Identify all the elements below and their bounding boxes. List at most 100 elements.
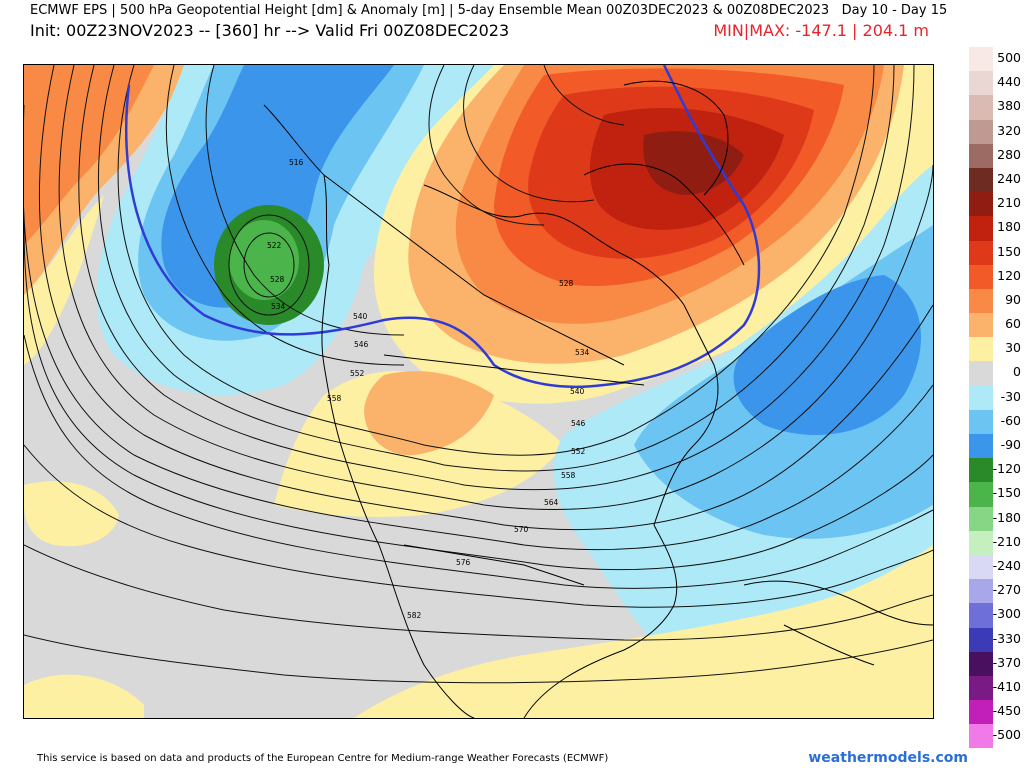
legend-swatch xyxy=(969,313,993,338)
positive-anomaly-pacific xyxy=(24,65,184,365)
legend-swatch xyxy=(969,530,993,555)
legend-label: 500 xyxy=(997,50,1021,65)
legend-label: 30 xyxy=(1005,340,1021,356)
contour-label: 576 xyxy=(456,558,471,567)
legend-swatch xyxy=(969,434,993,459)
legend-label: 440 xyxy=(997,74,1021,90)
legend-swatch xyxy=(969,700,993,725)
contour-label: 546 xyxy=(571,419,586,428)
title-text: ECMWF EPS | 500 hPa Geopotential Height … xyxy=(30,3,830,18)
contour-label: 582 xyxy=(407,611,422,620)
legend-label: 280 xyxy=(997,146,1021,162)
negative-anomaly-east xyxy=(553,165,933,718)
legend-label: -90 xyxy=(1000,437,1021,452)
legend-label: -30 xyxy=(1000,388,1021,404)
contour-label: 540 xyxy=(353,312,368,321)
legend-swatch xyxy=(969,579,993,604)
legend-swatch xyxy=(969,409,993,434)
contour-label: 540 xyxy=(570,387,585,396)
legend-label: 320 xyxy=(997,122,1021,138)
day-range: Day 10 - Day 15 xyxy=(841,3,948,18)
legend-row: 120 xyxy=(969,264,1024,289)
attribution: This service is based on data and produc… xyxy=(37,753,609,764)
legend-row: -150 xyxy=(969,482,1024,507)
legend-swatch xyxy=(969,627,993,652)
brand-link[interactable]: weathermodels.com xyxy=(808,750,968,766)
legend-row: 280 xyxy=(969,143,1024,168)
legend-swatch xyxy=(969,361,993,386)
legend-label: 150 xyxy=(997,243,1021,259)
legend-label: 180 xyxy=(997,219,1021,235)
legend-row: 90 xyxy=(969,288,1024,314)
contour-540-line xyxy=(124,65,761,389)
legend-swatch xyxy=(969,288,993,314)
legend-row: -30 xyxy=(969,385,1024,410)
contour-label: 570 xyxy=(514,525,529,534)
contour-label: 564 xyxy=(544,498,559,507)
contour-label: 522 xyxy=(267,241,282,250)
legend-row: 30 xyxy=(969,337,1024,362)
color-legend: 500 440 380 320 280 240 210 180 150 120 90 60 30 0 -30… xyxy=(969,47,1024,749)
anomaly-map: 516 522 528 534 540 546 552 558 528 534 … xyxy=(23,64,934,719)
legend-row: -370 xyxy=(969,651,1024,676)
legend-label: -180 xyxy=(992,509,1021,525)
init-line: Init: 00Z23NOV2023 -- [360] hr --> Valid… xyxy=(30,21,510,40)
legend-swatch xyxy=(969,71,993,96)
legend-swatch xyxy=(969,167,993,193)
legend-label: -300 xyxy=(992,606,1021,622)
legend-swatch xyxy=(969,724,993,749)
legend-row: 60 xyxy=(969,313,1024,338)
legend-swatch xyxy=(969,264,993,289)
negative-anomaly-core xyxy=(214,205,324,325)
contour-label: 552 xyxy=(350,369,365,378)
contour-label: 528 xyxy=(559,279,574,288)
legend-label: -150 xyxy=(992,485,1021,501)
legend-label: 210 xyxy=(997,195,1021,211)
legend-label: -60 xyxy=(1000,412,1021,428)
legend-row: -60 xyxy=(969,409,1024,434)
legend-swatch xyxy=(969,95,993,120)
contour-label: 546 xyxy=(354,340,369,349)
legend-label: 240 xyxy=(997,170,1021,186)
legend-row: -120 xyxy=(969,458,1024,483)
legend-label: -240 xyxy=(992,557,1021,573)
legend-swatch xyxy=(969,143,993,168)
legend-row: -330 xyxy=(969,627,1024,652)
positive-anomaly-tropics xyxy=(24,545,933,718)
coastlines xyxy=(263,80,933,718)
contour-label: 516 xyxy=(289,158,304,167)
legend-swatch xyxy=(969,603,993,628)
legend-row: -180 xyxy=(969,506,1024,531)
legend-row: -270 xyxy=(969,579,1024,604)
legend-label: -370 xyxy=(992,654,1021,670)
legend-row: -500 xyxy=(969,724,1024,749)
contour-label: 552 xyxy=(571,447,586,456)
contour-label: 558 xyxy=(327,394,342,403)
legend-label: 120 xyxy=(997,267,1021,283)
legend-swatch xyxy=(969,47,993,72)
legend-label: -410 xyxy=(992,678,1021,694)
legend-row: 150 xyxy=(969,240,1024,265)
legend-row: 0 xyxy=(969,361,1024,386)
legend-row: 380 xyxy=(969,95,1024,120)
legend-label: 60 xyxy=(1005,316,1021,332)
legend-row: 500 xyxy=(969,47,1024,72)
legend-row: 440 xyxy=(969,71,1024,96)
legend-label: -120 xyxy=(992,461,1021,477)
legend-label: -330 xyxy=(992,630,1021,646)
legend-row: -240 xyxy=(969,554,1024,580)
legend-label: 380 xyxy=(997,98,1021,114)
contour-labels: 516 522 528 534 540 546 552 558 528 534 … xyxy=(267,158,590,620)
contour-label: 558 xyxy=(561,471,576,480)
legend-swatch xyxy=(969,216,993,241)
legend-row: -410 xyxy=(969,675,1024,701)
legend-row: -300 xyxy=(969,603,1024,628)
legend-swatch xyxy=(969,675,993,701)
legend-swatch xyxy=(969,482,993,507)
legend-row: -90 xyxy=(969,434,1024,459)
legend-row: 210 xyxy=(969,192,1024,217)
contour-label: 528 xyxy=(270,275,285,284)
legend-row: 180 xyxy=(969,216,1024,241)
contour-label: 534 xyxy=(575,348,590,357)
legend-label: 0 xyxy=(1013,364,1021,380)
